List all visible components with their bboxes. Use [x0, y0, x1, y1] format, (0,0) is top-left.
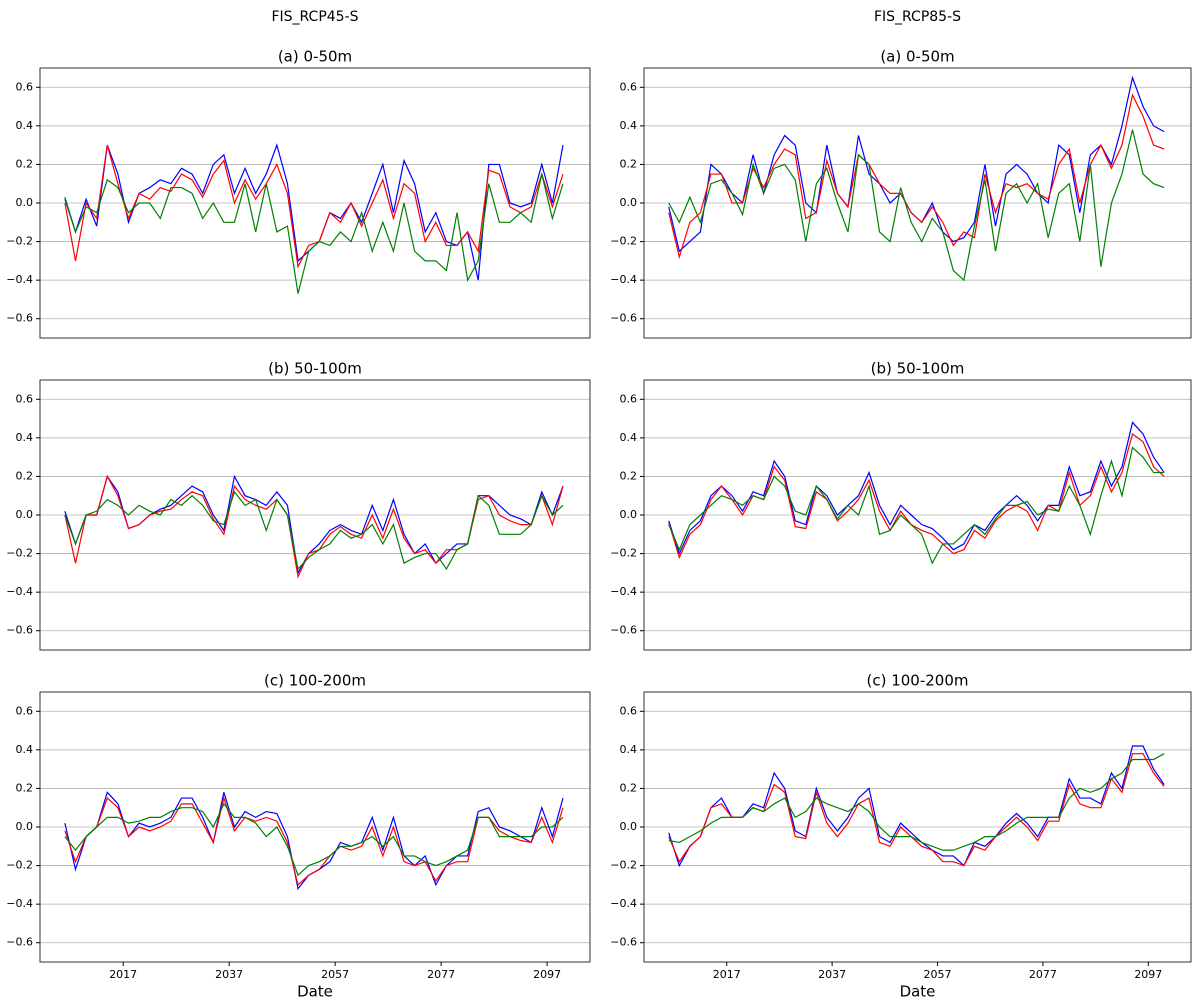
- y-tick-label: 0.2: [620, 157, 638, 170]
- y-tick-label: 0.0: [16, 196, 34, 209]
- y-tick-label: −0.2: [610, 547, 637, 560]
- column-title: FIS_RCP85-S: [874, 9, 961, 25]
- plot-frame: [643, 67, 1192, 339]
- subplot-title: (a) 0-50m: [278, 48, 352, 66]
- y-tick-label: 0.0: [16, 820, 34, 833]
- series-line: [64, 490, 564, 571]
- y-tick-label: 0.6: [16, 80, 34, 93]
- plot-frame: [39, 379, 591, 651]
- y-tick-label: 0.4: [16, 431, 34, 444]
- y-tick-label: 0.4: [16, 119, 34, 132]
- series-line: [668, 433, 1165, 560]
- y-tick-label: 0.4: [620, 431, 638, 444]
- y-tick-label: −0.4: [6, 897, 33, 910]
- y-tick-label: 0.2: [16, 157, 34, 170]
- y-tick-label: −0.4: [6, 585, 33, 598]
- y-tick-label: 0.6: [620, 80, 638, 93]
- x-tick-label: 2097: [533, 968, 561, 981]
- x-axis-label: Date: [900, 983, 936, 1001]
- x-tick-label: 2057: [321, 968, 349, 981]
- y-tick-label: 0.6: [16, 392, 34, 405]
- y-tick-label: −0.2: [610, 859, 637, 872]
- series-line: [64, 474, 564, 579]
- x-tick-label: 2017: [713, 968, 741, 981]
- series-line: [668, 753, 1165, 851]
- subplot-title: (b) 50-100m: [871, 360, 965, 378]
- y-tick-label: −0.2: [6, 547, 33, 560]
- y-tick-label: −0.6: [610, 624, 637, 637]
- series-line: [64, 143, 564, 281]
- series-line: [64, 144, 564, 269]
- plot-frame: [643, 691, 1192, 963]
- y-tick-label: 0.0: [16, 508, 34, 521]
- series-line: [64, 791, 564, 891]
- y-tick-label: 0.0: [620, 820, 638, 833]
- x-tick-label: 2057: [924, 968, 952, 981]
- y-tick-label: −0.6: [6, 312, 33, 325]
- y-tick-label: −0.6: [610, 312, 637, 325]
- series-line: [64, 173, 564, 294]
- series-line: [668, 745, 1165, 868]
- plot-frame: [39, 67, 591, 339]
- y-tick-label: 0.4: [16, 743, 34, 756]
- y-tick-label: −0.2: [6, 235, 33, 248]
- y-tick-label: −0.4: [610, 897, 637, 910]
- series-line: [64, 795, 564, 886]
- y-tick-label: 0.2: [16, 469, 34, 482]
- subplot-title: (c) 100-200m: [866, 672, 968, 690]
- y-tick-label: 0.6: [16, 704, 34, 717]
- y-tick-label: 0.6: [620, 392, 638, 405]
- plot-frame: [39, 691, 591, 963]
- y-tick-label: −0.4: [610, 585, 637, 598]
- series-line: [668, 753, 1165, 867]
- subplot-title: (c) 100-200m: [264, 672, 366, 690]
- subplot-title: (a) 0-50m: [880, 48, 954, 66]
- y-tick-label: −0.2: [610, 235, 637, 248]
- series-line: [668, 129, 1165, 282]
- column-title: FIS_RCP45-S: [271, 9, 358, 25]
- y-tick-label: 0.2: [620, 469, 638, 482]
- y-tick-label: −0.2: [6, 859, 33, 872]
- y-tick-label: −0.6: [6, 624, 33, 637]
- series-line: [668, 421, 1165, 556]
- x-tick-label: 2077: [427, 968, 455, 981]
- y-tick-label: −0.4: [610, 273, 637, 286]
- y-tick-label: 0.6: [620, 704, 638, 717]
- y-tick-label: 0.2: [16, 781, 34, 794]
- subplot-title: (b) 50-100m: [268, 360, 362, 378]
- x-axis-label: Date: [297, 983, 333, 1001]
- y-tick-label: 0.0: [620, 508, 638, 521]
- y-tick-label: −0.4: [6, 273, 33, 286]
- y-tick-label: −0.6: [6, 936, 33, 949]
- y-tick-label: −0.6: [610, 936, 637, 949]
- x-tick-label: 2037: [215, 968, 243, 981]
- series-line: [64, 802, 564, 877]
- x-tick-label: 2017: [109, 968, 137, 981]
- y-tick-label: 0.0: [620, 196, 638, 209]
- x-tick-label: 2097: [1134, 968, 1162, 981]
- y-tick-label: 0.4: [620, 119, 638, 132]
- x-tick-label: 2037: [818, 968, 846, 981]
- y-tick-label: 0.4: [620, 743, 638, 756]
- x-tick-label: 2077: [1029, 968, 1057, 981]
- series-line: [668, 446, 1165, 565]
- plot-frame: [643, 379, 1192, 651]
- y-tick-label: 0.2: [620, 781, 638, 794]
